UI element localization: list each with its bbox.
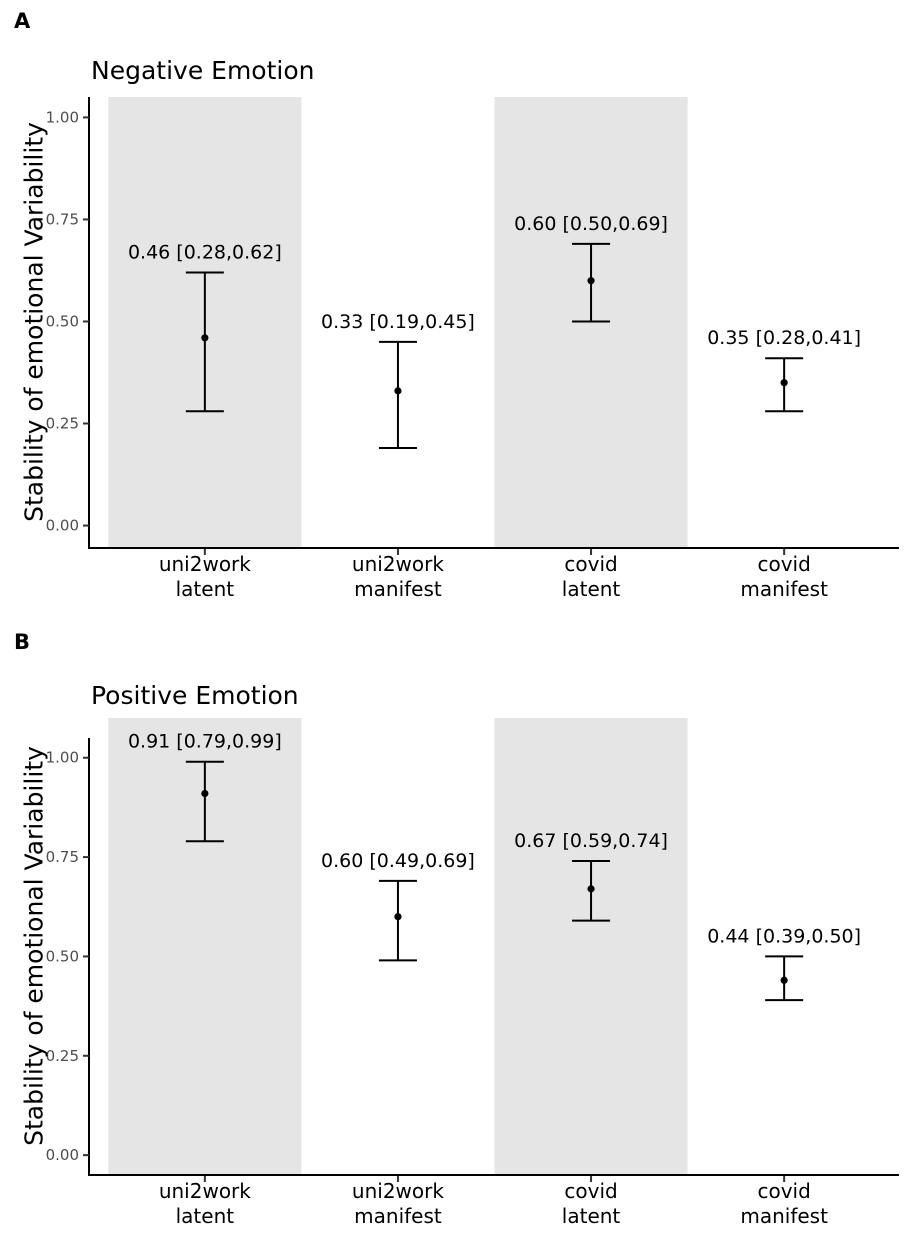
point-estimate [587, 885, 595, 893]
y-tick-label: 0.00 [46, 1146, 79, 1164]
x-category-label-line1: uni2work [159, 1179, 251, 1203]
estimate-label: 0.46 [0.28,0.62] [128, 242, 282, 264]
x-category-label-line2: manifest [354, 577, 442, 601]
x-category-label-line1: uni2work [352, 552, 444, 576]
estimate-label: 0.60 [0.49,0.69] [321, 850, 475, 872]
estimate-label: 0.33 [0.19,0.45] [321, 311, 475, 333]
estimate-label: 0.35 [0.28,0.41] [707, 327, 861, 349]
y-tick-label: 0.75 [46, 210, 79, 228]
point-estimate [780, 976, 788, 984]
y-tick-label: 0.00 [46, 517, 79, 535]
x-category-label-line2: latent [562, 577, 621, 601]
shaded-band [494, 718, 688, 1174]
panel-b-y-axis-title: Stability of emotional Variability [19, 746, 49, 1146]
estimate-label: 0.67 [0.59,0.74] [514, 830, 668, 852]
x-category-label-line1: covid [564, 1179, 617, 1203]
x-category-label-line2: manifest [740, 577, 828, 601]
x-category-label-line2: latent [176, 577, 235, 601]
x-category-label-line2: manifest [740, 1204, 828, 1228]
panel-a-title: Negative Emotion [91, 56, 315, 85]
estimate-label: 0.91 [0.79,0.99] [128, 731, 282, 753]
y-tick-label: 0.50 [46, 312, 79, 330]
estimate-label: 0.60 [0.50,0.69] [514, 213, 668, 235]
y-tick-label: 0.75 [46, 848, 79, 866]
panel-b-label: B [14, 630, 31, 654]
y-tick-label: 1.00 [46, 749, 79, 767]
y-tick-label: 0.25 [46, 1047, 79, 1065]
y-tick-label: 0.25 [46, 415, 79, 433]
point-estimate [201, 789, 209, 798]
point-estimate [394, 913, 402, 921]
point-estimate [780, 379, 788, 387]
estimate-label: 0.44 [0.39,0.50] [707, 925, 861, 947]
point-estimate [201, 334, 209, 342]
x-category-label-line2: latent [176, 1204, 235, 1228]
y-tick-label: 1.00 [46, 108, 79, 126]
y-tick-label: 0.50 [46, 947, 79, 965]
x-category-label-line1: covid [757, 552, 810, 576]
point-estimate [587, 277, 595, 285]
panel-a-y-axis-title: Stability of emotional Variability [19, 122, 49, 522]
x-category-label-line2: manifest [354, 1204, 442, 1228]
panel-a-label: A [14, 9, 31, 33]
x-category-label-line2: latent [562, 1204, 621, 1228]
x-category-label-line1: uni2work [352, 1179, 444, 1203]
x-category-label-line1: covid [757, 1179, 810, 1203]
x-category-label-line1: uni2work [159, 552, 251, 576]
x-category-label-line1: covid [564, 552, 617, 576]
point-estimate [394, 387, 402, 395]
panel-b-title: Positive Emotion [91, 681, 299, 710]
